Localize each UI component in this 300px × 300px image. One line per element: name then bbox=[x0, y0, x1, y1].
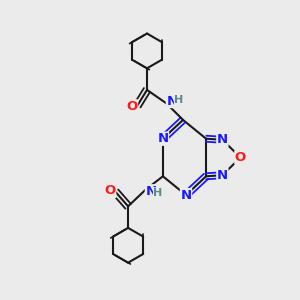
Text: N: N bbox=[157, 132, 169, 145]
Text: N: N bbox=[217, 133, 228, 146]
Text: N: N bbox=[217, 169, 228, 182]
Text: N: N bbox=[145, 185, 157, 198]
Text: H: H bbox=[175, 94, 184, 104]
Text: N: N bbox=[166, 94, 178, 107]
Text: H: H bbox=[154, 188, 163, 198]
Text: N: N bbox=[180, 189, 192, 202]
Text: O: O bbox=[126, 100, 138, 113]
Text: O: O bbox=[235, 151, 246, 164]
Text: O: O bbox=[104, 184, 116, 197]
